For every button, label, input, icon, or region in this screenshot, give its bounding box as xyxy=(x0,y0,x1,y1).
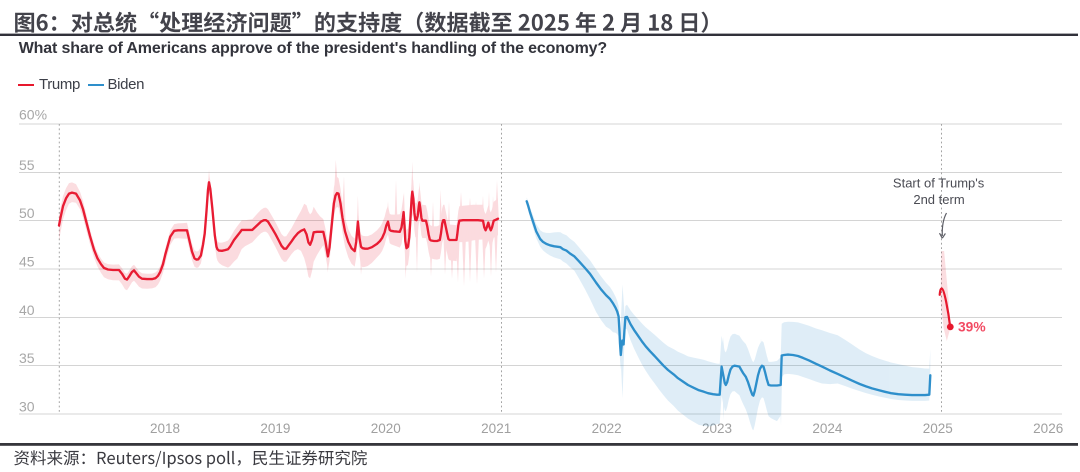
svg-text:2019: 2019 xyxy=(260,421,290,436)
svg-text:2018: 2018 xyxy=(150,421,180,436)
svg-text:Start of Trump's: Start of Trump's xyxy=(893,176,985,191)
svg-text:45: 45 xyxy=(19,254,35,270)
svg-text:40: 40 xyxy=(19,302,35,318)
svg-text:39%: 39% xyxy=(958,319,986,334)
svg-text:2020: 2020 xyxy=(371,421,401,436)
svg-text:2024: 2024 xyxy=(812,421,843,436)
svg-text:2021: 2021 xyxy=(481,421,511,436)
svg-text:60%: 60% xyxy=(19,107,47,123)
svg-text:55: 55 xyxy=(19,157,35,173)
svg-text:50: 50 xyxy=(19,205,35,221)
svg-text:2025: 2025 xyxy=(923,421,953,436)
svg-text:2nd term: 2nd term xyxy=(913,192,964,207)
svg-text:35: 35 xyxy=(19,350,35,366)
svg-text:30: 30 xyxy=(19,399,35,415)
svg-text:2026: 2026 xyxy=(1033,421,1063,436)
svg-text:2023: 2023 xyxy=(702,421,732,436)
svg-text:2022: 2022 xyxy=(592,421,622,436)
